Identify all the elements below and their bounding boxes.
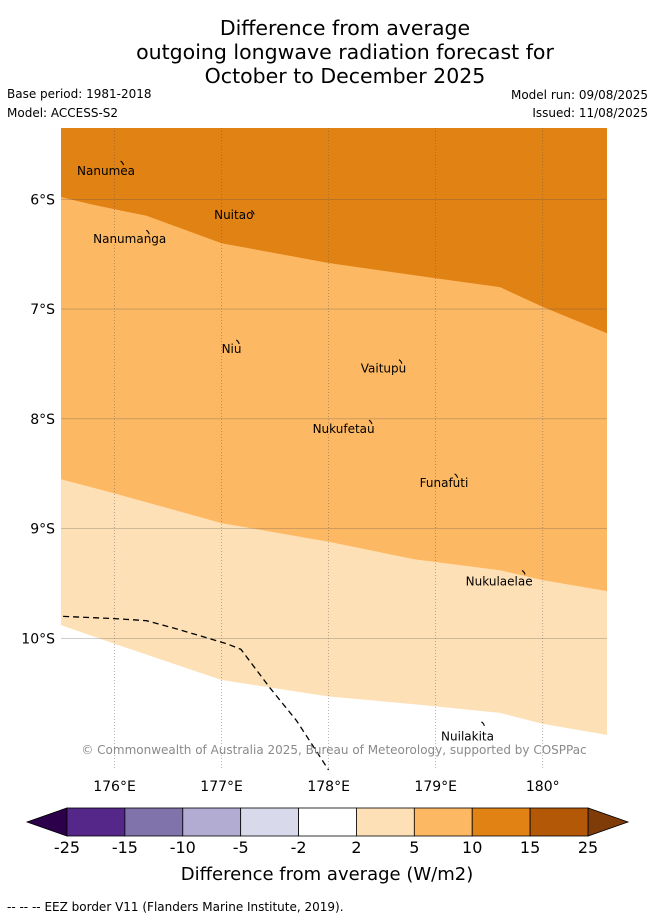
eez-legend-text: EEZ border V11 (Flanders Marine Institut… [44, 900, 344, 914]
colorbar-tick-label: -25 [54, 838, 80, 857]
colorbar-segment [413, 807, 473, 837]
colorbar-tick-label: 2 [351, 838, 361, 857]
island-outline [454, 473, 459, 479]
base-period-text: Base period: 1981-2018 [7, 87, 152, 101]
colorbar-tick-label: -15 [112, 838, 138, 857]
island-label-vaitupu: Vaitupu [361, 362, 407, 376]
colorbar-segment [66, 807, 126, 837]
colorbar-title: Difference from average (W/m2) [181, 864, 473, 885]
island-outline [120, 160, 125, 166]
island-label-nuitao: Nuitao [214, 208, 253, 222]
island-label-nanumea: Nanumea [77, 164, 135, 178]
colorbar-under-arrow [25, 807, 68, 837]
colorbar-segment [298, 807, 357, 837]
lon-tick-label: 180° [526, 779, 560, 795]
title-line-1: Difference from average [219, 16, 471, 40]
lat-tick-label: 8°S [30, 412, 55, 428]
lat-tick-label: 7°S [30, 302, 55, 318]
lon-tick-label: 176°E [93, 779, 136, 795]
island-label-funafuti: Funafuti [420, 476, 469, 490]
eez-border-line [63, 615, 330, 771]
island-label-nukulaelae: Nukulaelae [466, 575, 533, 589]
lat-tick-label: 6°S [30, 192, 55, 208]
model-text: Model: ACCESS-S2 [7, 106, 119, 120]
colorbar-tick-label: 15 [520, 838, 540, 857]
colorbar-segment [240, 807, 299, 837]
colorbar-segment [356, 807, 415, 837]
lon-tick-label: 178°E [307, 779, 350, 795]
lat-tick-label: 10°S [21, 631, 55, 647]
title-line-2: outgoing longwave radiation forecast for [136, 40, 554, 64]
island-label-niu: Niu [222, 342, 242, 356]
island-outline [235, 339, 240, 345]
island-label-nuilakita: Nuilakita [441, 729, 494, 743]
lat-tick-label: 9°S [30, 522, 55, 538]
colorbar-over-arrow [587, 807, 630, 837]
chart-title: Difference from average outgoing longwav… [0, 16, 655, 88]
colorbar-segment [471, 807, 531, 837]
colorbar-segment [124, 807, 184, 837]
eez-legend: -- -- -- EEZ border V11 (Flanders Marine… [7, 900, 344, 914]
lon-tick-label: 179°E [414, 779, 457, 795]
island-outline [481, 721, 485, 727]
band-10-to-15 [61, 128, 607, 334]
colorbar-tick-label: -5 [233, 838, 249, 857]
copyright-text: © Commonwealth of Australia 2025, Bureau… [81, 743, 586, 757]
island-outline [398, 359, 403, 364]
lon-tick-label: 177°E [200, 779, 243, 795]
island-label-nanumanga: Nanumanga [93, 232, 166, 246]
colorbar-segment [529, 807, 589, 837]
colorbar-tick-label: 5 [409, 838, 419, 857]
colorbar-segment [182, 807, 242, 837]
model-run-text: Model run: 09/08/2025 [510, 88, 648, 102]
issued-text: Issued: 11/08/2025 [532, 106, 648, 120]
eez-legend-symbol: -- -- -- [7, 900, 41, 914]
colorbar-tick-label: -10 [170, 838, 196, 857]
island-outline [250, 210, 255, 215]
colorbar-tick-label: 25 [578, 838, 598, 857]
colorbar-tick-label: 10 [462, 838, 482, 857]
island-outline [368, 419, 373, 425]
colorbar-tick-label: -2 [291, 838, 307, 857]
title-line-3: October to December 2025 [204, 64, 486, 88]
island-label-nukufetau: Nukufetau [313, 422, 375, 436]
island-outline [146, 229, 150, 235]
island-outline [521, 569, 526, 575]
